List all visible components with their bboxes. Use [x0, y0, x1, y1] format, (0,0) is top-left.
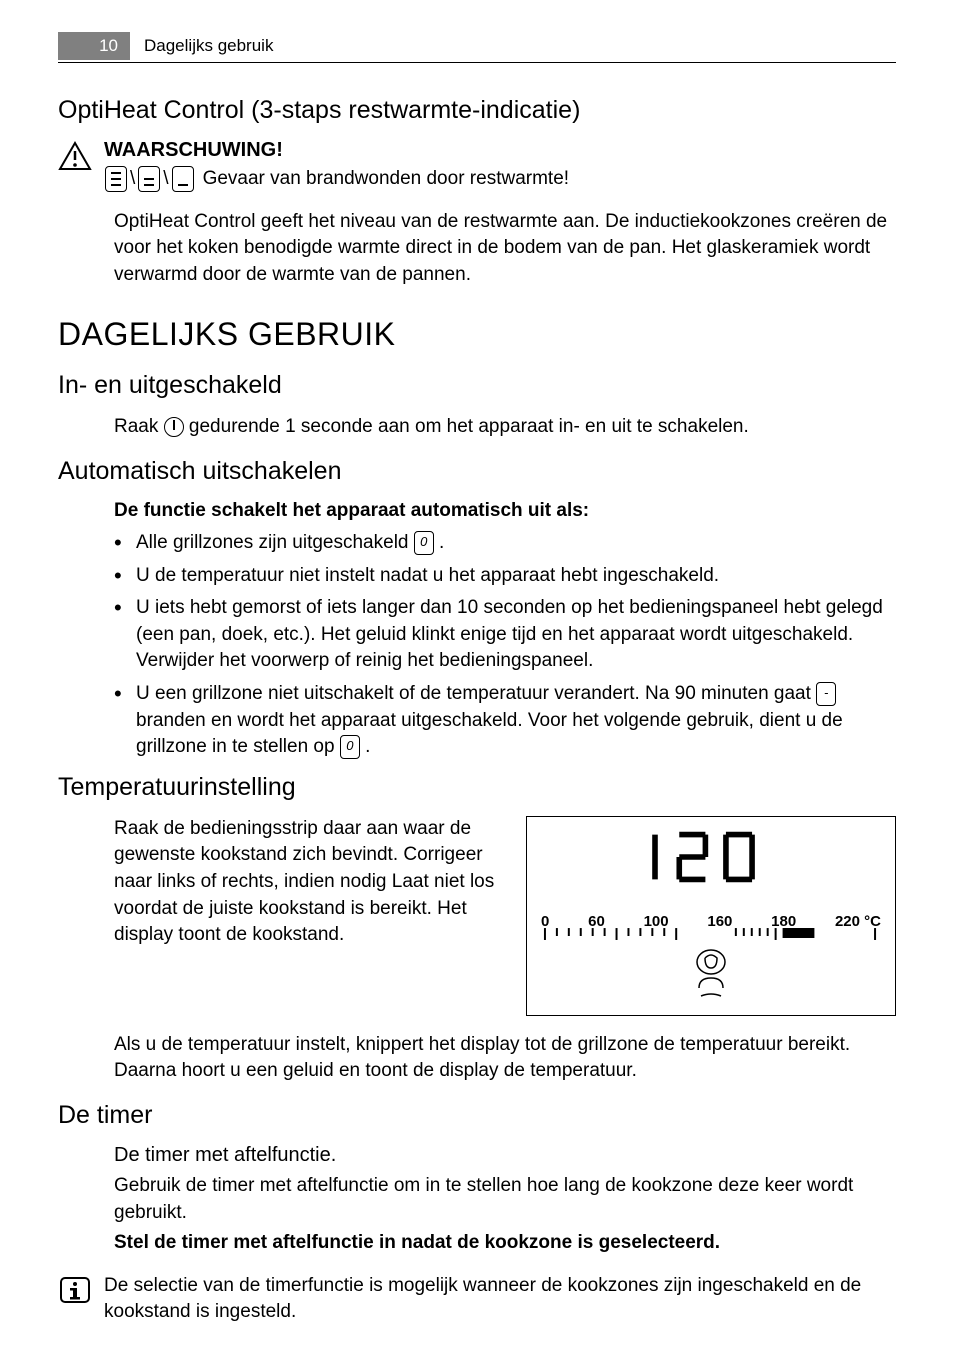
- page-number: 10: [58, 32, 130, 60]
- bullet-text: .: [439, 532, 444, 553]
- info-icon: [58, 1275, 92, 1305]
- temp-paragraph: Raak de bedieningsstrip daar aan waar de…: [114, 816, 508, 1016]
- running-title: Dagelijks gebruik: [144, 36, 273, 56]
- digital-readout: [537, 829, 885, 903]
- timer-subheading: De timer met aftelfunctie.: [114, 1144, 896, 1167]
- list-item: U iets hebt gemorst of iets langer dan 1…: [114, 595, 896, 675]
- timer-bold-line: Stel de timer met aftelfunctie in nadat …: [114, 1230, 896, 1257]
- heat-level-1-icon: [172, 166, 194, 192]
- optiheat-paragraph: OptiHeat Control geeft het niveau van de…: [114, 209, 896, 289]
- bullet-text: U een grillzone niet uitschakelt of de t…: [136, 683, 816, 704]
- info-block: De selectie van de timerfunctie is mogel…: [58, 1273, 896, 1326]
- temp-two-col: Raak de bedieningsstrip daar aan waar de…: [114, 816, 896, 1016]
- warning-label: WAARSCHUWING!: [104, 139, 896, 162]
- optiheat-title: OptiHeat Control (3-staps restwarmte-ind…: [58, 96, 896, 125]
- temp-after-paragraph: Als u de temperatuur instelt, knippert h…: [114, 1032, 896, 1085]
- bullet-text: .: [365, 736, 370, 757]
- timer-paragraph: Gebruik de timer met aftelfunctie om in …: [114, 1173, 896, 1226]
- warning-block: WAARSCHUWING! \ \ Gevaar van brandwonden…: [58, 139, 896, 193]
- zero-display-icon: 0: [414, 531, 434, 555]
- separator: \: [163, 166, 168, 193]
- in-uit-post: gedurende 1 seconde aan om het apparaat …: [189, 416, 749, 437]
- bullet-text: Alle grillzones zijn uitgeschakeld: [136, 532, 414, 553]
- heat-level-3-icon: [105, 166, 127, 192]
- heat-level-2-icon: [138, 166, 160, 192]
- scale-ticks: [537, 928, 885, 946]
- bullet-text: branden en wordt het apparaat uitgeschak…: [136, 710, 843, 758]
- list-item: U een grillzone niet uitschakelt of de t…: [114, 681, 896, 761]
- auto-uit-title: Automatisch uitschakelen: [58, 457, 896, 486]
- separator: \: [130, 166, 135, 193]
- in-uit-text: Raak gedurende 1 seconde aan om het appa…: [114, 414, 896, 441]
- temperature-display-diagram: 0 60 100 160 180 220 °C: [526, 816, 896, 1016]
- auto-uit-heading: De functie schakelt het apparaat automat…: [114, 500, 896, 522]
- in-uit-pre: Raak: [114, 416, 164, 437]
- auto-uit-list: Alle grillzones zijn uitgeschakeld 0 . U…: [114, 530, 896, 761]
- chapter-title: DAGELIJKS GEBRUIK: [58, 316, 896, 353]
- list-item: U de temperatuur niet instelt nadat u he…: [114, 563, 896, 590]
- in-uit-title: In- en uitgeschakeld: [58, 371, 896, 400]
- timer-title: De timer: [58, 1101, 896, 1130]
- info-text: De selectie van de timerfunctie is mogel…: [104, 1273, 896, 1326]
- power-icon: [164, 417, 184, 437]
- finger-pointer-icon: [537, 948, 885, 1007]
- dash-display-icon: -: [816, 682, 836, 706]
- warning-text-line: \ \ Gevaar van brandwonden door restwarm…: [104, 166, 896, 193]
- page-header: 10 Dagelijks gebruik: [58, 30, 896, 62]
- temp-title: Temperatuurinstelling: [58, 773, 896, 802]
- page-content: OptiHeat Control (3-staps restwarmte-ind…: [58, 86, 896, 1326]
- list-item: Alle grillzones zijn uitgeschakeld 0 .: [114, 530, 896, 557]
- warning-text: Gevaar van brandwonden door restwarmte!: [203, 166, 569, 193]
- header-rule: [58, 62, 896, 63]
- warning-triangle-icon: [58, 141, 92, 171]
- zero-display-icon: 0: [340, 735, 360, 759]
- warning-body: WAARSCHUWING! \ \ Gevaar van brandwonden…: [104, 139, 896, 193]
